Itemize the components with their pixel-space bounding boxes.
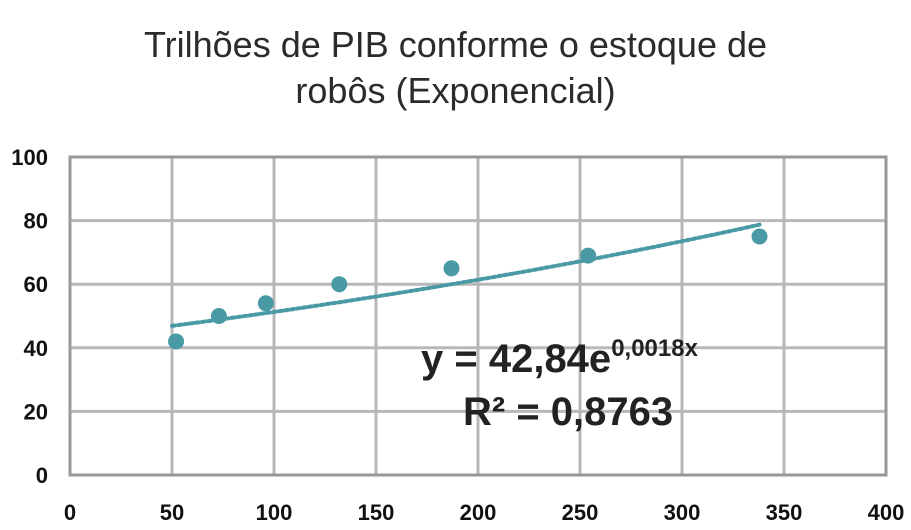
x-tick-label-8: 400 [868, 500, 905, 525]
data-point-3 [331, 276, 348, 293]
x-tick-label-1: 50 [160, 500, 184, 525]
x-axis-tick-labels: 0 50 100 150 200 250 300 350 400 [64, 500, 904, 525]
x-tick-label-2: 100 [256, 500, 293, 525]
y-tick-label-5: 100 [11, 145, 48, 170]
data-points [168, 228, 768, 350]
y-tick-label-1: 20 [24, 399, 48, 424]
y-tick-label-0: 0 [36, 463, 48, 488]
y-tick-label-3: 60 [24, 272, 48, 297]
equation-base: y = 42,84e [421, 337, 611, 381]
x-tick-label-5: 250 [562, 500, 599, 525]
chart-title-line-1: Trilhões de PIB conforme o estoque de [143, 24, 768, 65]
x-tick-label-6: 300 [664, 500, 701, 525]
y-axis-tick-labels: 0 20 40 60 80 100 [11, 145, 48, 488]
data-point-1 [210, 308, 227, 324]
x-tick-label-4: 200 [460, 500, 497, 525]
data-point-5 [580, 247, 597, 264]
data-point-0 [168, 333, 185, 350]
plot-area [68, 155, 888, 477]
trendline-equation: y = 42,84e0,0018x [421, 335, 699, 381]
chart-title-line-2: robôs (Exponencial) [295, 70, 616, 111]
x-tick-label-3: 150 [358, 500, 395, 525]
x-tick-label-7: 350 [766, 500, 803, 525]
equation-exponent: 0,0018x [611, 335, 698, 362]
exponential-trendline [170, 222, 762, 328]
y-tick-label-2: 40 [24, 336, 48, 361]
x-tick-label-0: 0 [64, 500, 76, 525]
y-tick-label-4: 80 [24, 209, 48, 234]
data-point-2 [257, 295, 274, 312]
chart-title: Trilhões de PIB conforme o estoque de ro… [0, 22, 911, 114]
data-point-6 [751, 228, 768, 245]
r-squared-label: R² = 0,8763 [463, 390, 673, 434]
data-point-4 [443, 260, 460, 277]
